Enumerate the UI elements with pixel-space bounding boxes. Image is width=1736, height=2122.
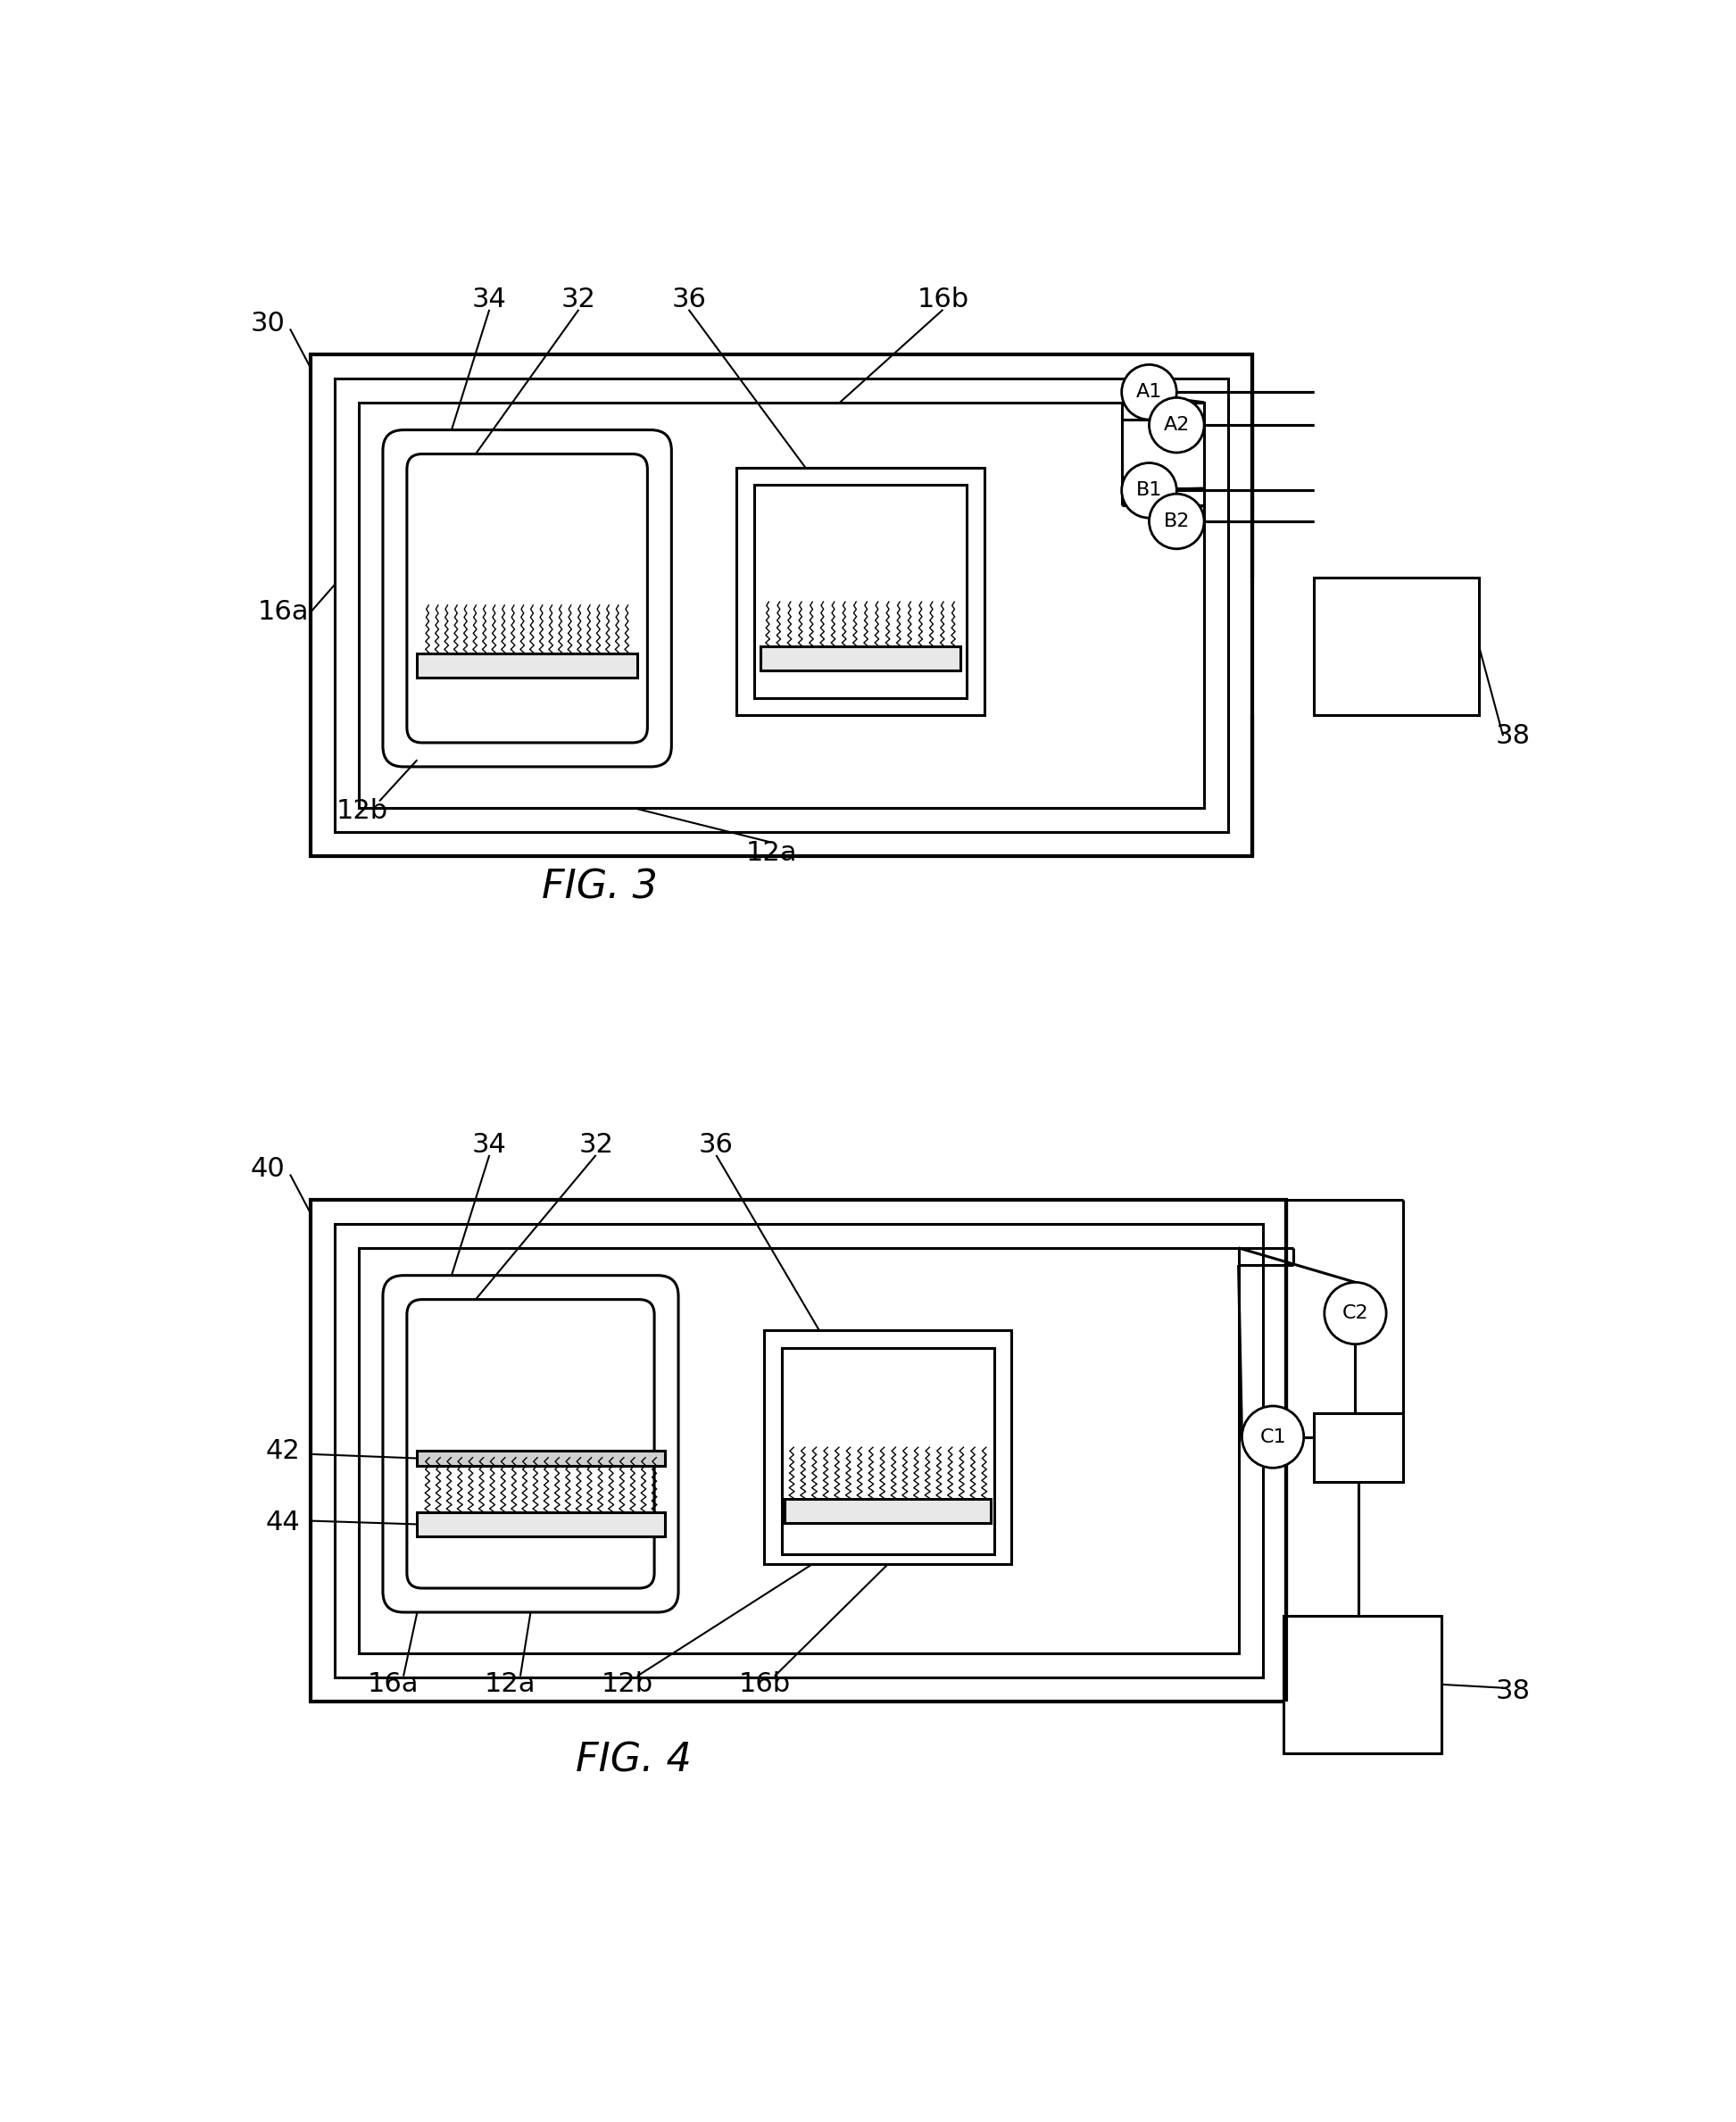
Bar	[311, 1199, 1286, 1702]
Text: B1: B1	[1135, 482, 1161, 499]
FancyBboxPatch shape	[406, 1299, 654, 1587]
Circle shape	[1149, 397, 1205, 452]
Text: 34: 34	[472, 286, 507, 312]
Text: 16a: 16a	[257, 598, 309, 626]
Bar	[335, 1224, 1262, 1679]
Circle shape	[1121, 365, 1177, 420]
Circle shape	[1149, 494, 1205, 550]
Text: 44: 44	[266, 1511, 300, 1536]
Text: 36: 36	[700, 1131, 734, 1159]
Circle shape	[1325, 1282, 1387, 1343]
FancyBboxPatch shape	[406, 454, 648, 743]
Text: C2: C2	[1342, 1305, 1368, 1322]
Text: FIG. 3: FIG. 3	[542, 868, 658, 906]
Bar	[359, 1248, 1238, 1653]
Text: 34: 34	[472, 1131, 507, 1159]
Bar	[1314, 1413, 1403, 1481]
Text: 32: 32	[561, 286, 595, 312]
Bar	[764, 1330, 1012, 1564]
Text: 36: 36	[672, 286, 707, 312]
Text: 16b: 16b	[738, 1672, 790, 1698]
Bar	[1314, 577, 1479, 715]
Text: 16b: 16b	[917, 286, 969, 312]
Bar	[311, 354, 1252, 855]
Text: 38: 38	[1496, 1679, 1531, 1704]
Text: 12b: 12b	[601, 1672, 653, 1698]
Text: 30: 30	[250, 310, 285, 335]
Text: 16a: 16a	[368, 1672, 418, 1698]
Bar	[417, 654, 637, 677]
Text: 38: 38	[1496, 724, 1531, 749]
Bar	[785, 1498, 991, 1524]
Bar	[335, 378, 1227, 832]
Text: A2: A2	[1163, 416, 1189, 435]
Bar	[736, 467, 984, 715]
Text: 12a: 12a	[484, 1672, 536, 1698]
Text: 32: 32	[578, 1131, 613, 1159]
Text: 12a: 12a	[745, 840, 797, 866]
Bar	[760, 647, 960, 671]
FancyBboxPatch shape	[384, 1275, 679, 1613]
Text: A1: A1	[1135, 384, 1161, 401]
FancyBboxPatch shape	[384, 431, 672, 766]
Bar	[417, 1513, 665, 1536]
Bar	[753, 486, 967, 698]
Bar	[417, 1451, 665, 1466]
Text: 42: 42	[266, 1439, 300, 1464]
Bar	[781, 1347, 995, 1553]
Text: 40: 40	[250, 1156, 285, 1182]
Bar	[359, 403, 1205, 808]
Bar	[1283, 1615, 1441, 1753]
Text: C1: C1	[1260, 1428, 1286, 1445]
Text: 12b: 12b	[337, 798, 389, 823]
Circle shape	[1241, 1407, 1304, 1468]
Text: FIG. 4: FIG. 4	[576, 1740, 691, 1778]
Text: B2: B2	[1163, 511, 1189, 530]
Circle shape	[1121, 463, 1177, 518]
